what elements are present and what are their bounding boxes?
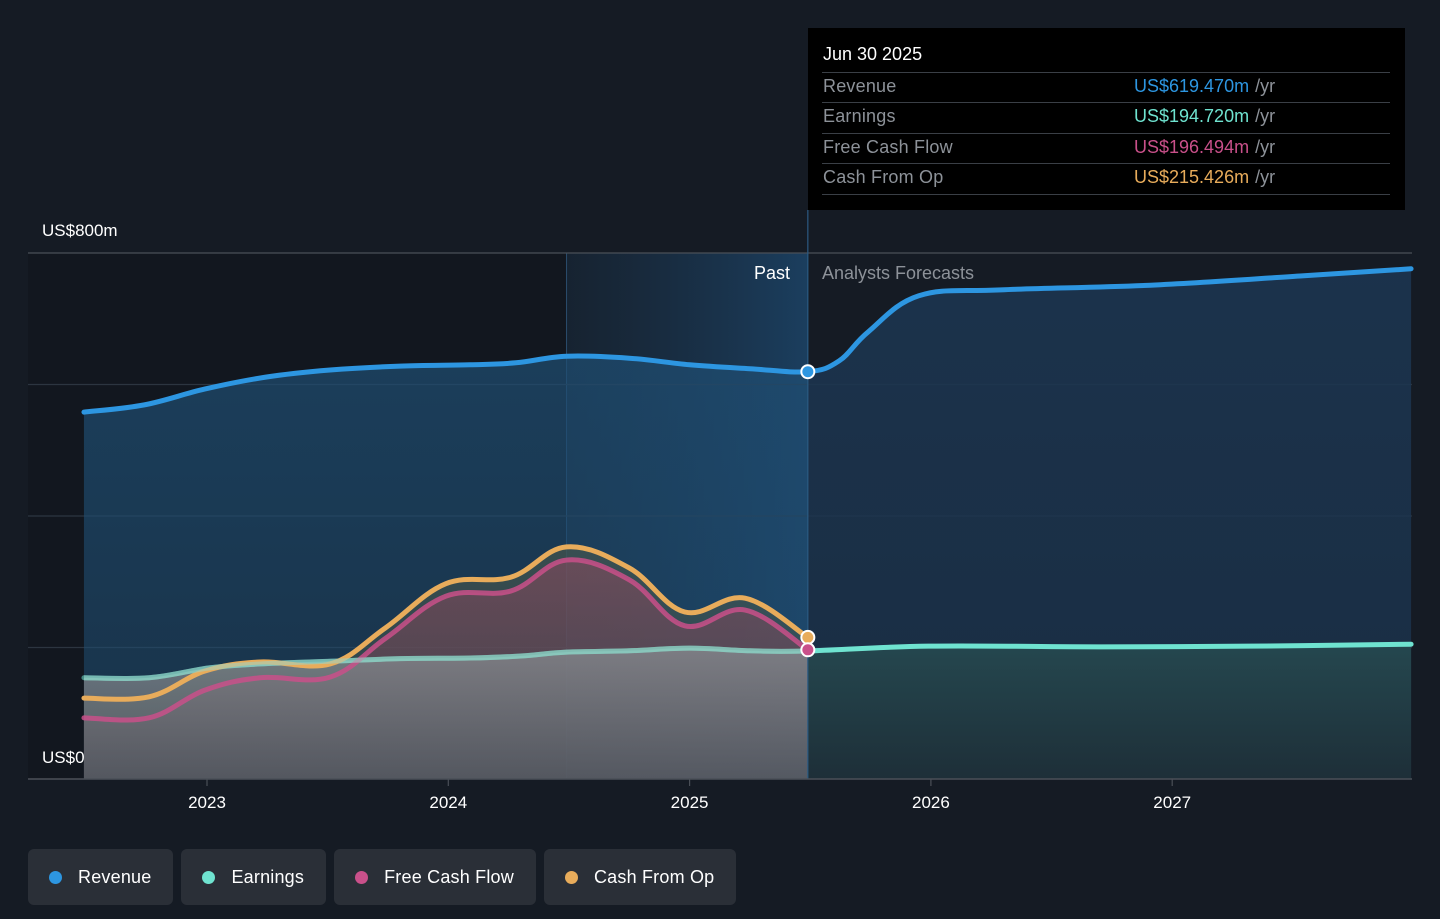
earnings-line-past-overlay	[83, 645, 808, 682]
tooltip-value: US$619.470m/yr	[1134, 76, 1276, 96]
legend-label: Revenue	[78, 866, 152, 887]
tooltip-row-free-cash-flow: Free Cash Flow US$196.494m/yr	[822, 133, 1390, 164]
cash-from-op-marker	[800, 629, 816, 645]
legend-item-cash-from-op[interactable]: Cash From Op	[543, 849, 737, 905]
tooltip-label: Earnings	[823, 106, 896, 126]
y-axis-bottom-label: US$0	[42, 748, 85, 767]
earnings-dot-icon	[202, 870, 216, 884]
legend-item-free-cash-flow[interactable]: Free Cash Flow	[334, 849, 536, 905]
tooltip-label: Revenue	[823, 76, 897, 96]
x-tick-label: 2027	[1153, 793, 1191, 812]
tooltip-row-earnings: Earnings US$194.720m/yr	[822, 102, 1390, 133]
cash-from-op-line	[81, 544, 811, 702]
chart-legend: Revenue Earnings Free Cash Flow Cash Fro…	[28, 849, 737, 905]
past-section-label: Past	[754, 263, 791, 283]
legend-label: Cash From Op	[593, 866, 715, 887]
earnings-area-past	[83, 648, 808, 779]
tooltip-date: Jun 30 2025	[823, 44, 923, 64]
x-tick-label: 2024	[429, 793, 467, 812]
tooltip-value: US$215.426m/yr	[1134, 167, 1276, 187]
x-tick-label: 2023	[188, 793, 226, 812]
tooltip-label: Cash From Op	[823, 167, 944, 187]
tooltip-divider	[822, 194, 1390, 195]
data-tooltip: Jun 30 2025 Revenue US$619.470m/yr Earni…	[808, 28, 1405, 210]
free-cash-flow-dot-icon	[355, 870, 369, 884]
cash-from-op-dot-icon	[564, 870, 578, 884]
revenue-line	[81, 266, 1414, 415]
revenue-marker	[800, 364, 816, 380]
legend-label: Free Cash Flow	[384, 866, 514, 887]
earnings-line-forecast	[808, 641, 1414, 654]
legend-item-earnings[interactable]: Earnings	[181, 849, 327, 905]
x-tick-label: 2025	[671, 793, 709, 812]
tooltip-label: Free Cash Flow	[823, 137, 953, 157]
free-cash-flow-line	[81, 557, 811, 723]
forecast-section-label: Analysts Forecasts	[822, 263, 975, 283]
tooltip-value: US$194.720m/yr	[1134, 106, 1276, 126]
legend-item-revenue[interactable]: Revenue	[28, 849, 174, 905]
legend-label: Earnings	[231, 866, 305, 887]
earnings-area-forecast	[808, 644, 1412, 779]
free-cash-flow-marker	[800, 642, 816, 658]
x-tick-label: 2026	[912, 793, 950, 812]
y-axis-top-label: US$800m	[42, 221, 118, 240]
tooltip-row-cash-from-op: Cash From Op US$215.426m/yr	[822, 163, 1390, 194]
tooltip-row-revenue: Revenue US$619.470m/yr	[822, 72, 1390, 103]
tooltip-value: US$196.494m/yr	[1134, 137, 1276, 157]
revenue-dot-icon	[49, 870, 62, 884]
